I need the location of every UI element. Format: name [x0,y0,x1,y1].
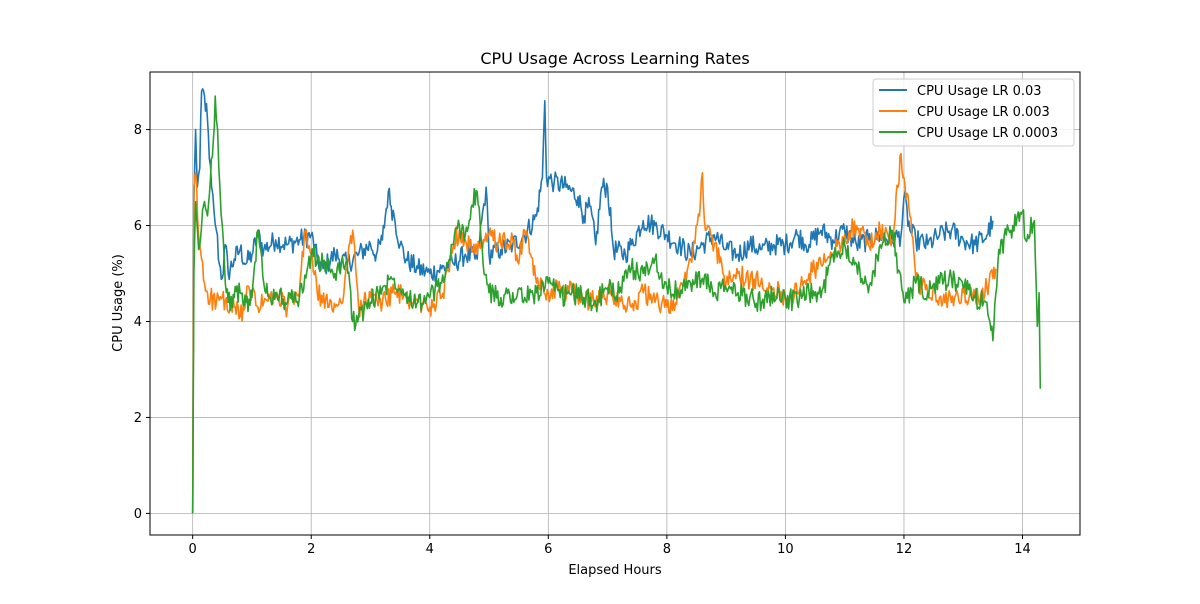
series-line-2 [191,95,1042,514]
plot-frame [149,71,1081,536]
x-tick-label: 10 [777,542,794,557]
x-tick-label: 2 [307,542,315,557]
y-tick-label: 8 [134,123,142,138]
x-tick-label: 6 [544,542,552,557]
legend-label-lr-0.03: CPU Usage LR 0.03 [917,84,1042,99]
y-tick-label: 6 [134,219,142,234]
x-tick-label: 0 [189,542,197,557]
y-tick-label: 2 [134,411,142,426]
legend-label-lr-0.003: CPU Usage LR 0.003 [917,105,1050,120]
x-tick-label: 14 [1014,542,1031,557]
legend: CPU Usage LR 0.03 CPU Usage LR 0.003 CPU… [872,78,1075,147]
y-tick-label: 4 [134,315,142,330]
x-tick-label: 8 [663,542,671,557]
series-lines [191,88,1042,514]
x-tick-label: 4 [426,542,434,557]
grid [150,72,1080,535]
chart-title: CPU Usage Across Learning Rates [480,49,749,68]
legend-label-lr-0.0003: CPU Usage LR 0.0003 [917,126,1058,141]
x-axis-label: Elapsed Hours [568,563,662,578]
y-tick-label: 0 [134,507,142,522]
x-tick-label: 12 [896,542,913,557]
legend-box [872,78,1075,147]
y-axis-label: CPU Usage (%) [111,254,126,352]
series-line-1 [191,152,997,514]
axis-ticks: 0 2 4 6 8 10 12 14 0 2 4 6 8 [134,123,1031,557]
